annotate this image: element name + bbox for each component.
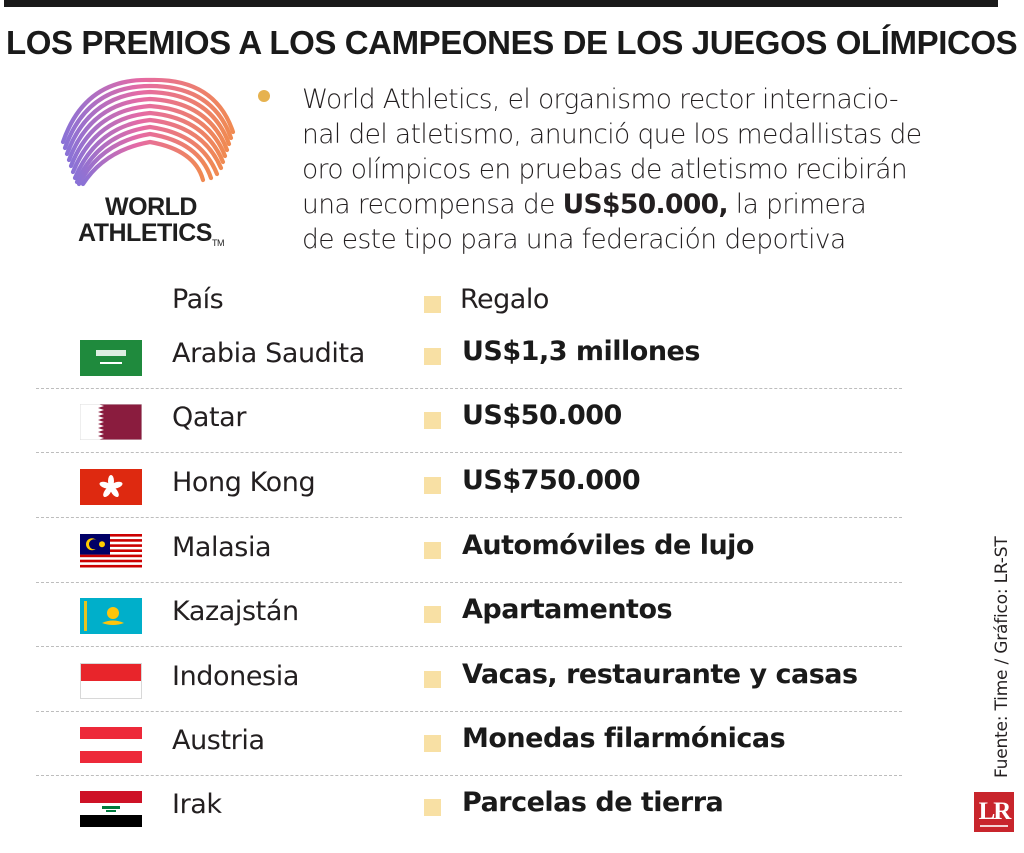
row-divider <box>36 517 902 518</box>
country-name: Hong Kong <box>172 467 316 498</box>
logo-word-athletics: ATHLETICSTM <box>78 219 225 248</box>
intro-line-2: nal del atletismo, anunció que los medal… <box>302 119 922 150</box>
gift-square-icon <box>424 412 441 429</box>
gift-value: US$1,3 millones <box>462 336 700 367</box>
lr-logo-badge: LR <box>974 792 1014 832</box>
iraq-flag-icon <box>80 791 142 827</box>
header-square-icon <box>424 296 441 313</box>
reward-amount: US$50.000, <box>562 189 729 220</box>
country-name: Kazajstán <box>172 596 299 627</box>
country-name: Malasia <box>172 532 272 563</box>
intro-line-4: una recompensa de US$50.000, la primera <box>302 189 867 220</box>
hong-kong-flag-icon <box>80 469 142 505</box>
bullet-dot-icon <box>258 90 270 102</box>
malaysia-flag-icon <box>80 534 142 570</box>
gift-square-icon <box>424 542 441 559</box>
gift-square-icon <box>424 671 441 688</box>
gift-value: Apartamentos <box>462 594 673 625</box>
table-row: Indonesia Vacas, restaurante y casas <box>0 649 1024 713</box>
gift-value: Parcelas de tierra <box>462 787 724 818</box>
intro-line-1: World Athletics, el organismo rector int… <box>302 84 899 115</box>
qatar-flag-icon <box>80 404 142 440</box>
gift-square-icon <box>424 606 441 623</box>
gift-value: Vacas, restaurante y casas <box>462 659 858 690</box>
page-title: LOS PREMIOS A LOS CAMPEONES DE LOS JUEGO… <box>6 24 1018 61</box>
kazakhstan-flag-icon <box>80 598 142 634</box>
gift-square-icon <box>424 477 441 494</box>
gift-value: Automóviles de lujo <box>462 530 754 561</box>
world-athletics-logo <box>60 77 236 187</box>
source-credit: Fuente: Time / Gráfico: LR-ST <box>992 536 1012 778</box>
table-row: Hong Kong US$750.000 <box>0 455 1024 519</box>
country-name: Indonesia <box>172 661 299 692</box>
table-row: Irak Parcelas de tierra <box>0 777 1024 841</box>
country-name: Irak <box>172 789 222 820</box>
saudi-arabia-flag-icon <box>80 340 142 376</box>
row-divider <box>36 711 902 712</box>
row-divider <box>36 388 902 389</box>
row-divider <box>36 775 902 776</box>
table-row: Qatar US$50.000 <box>0 390 1024 454</box>
table-row: Austria Monedas filarmónicas <box>0 713 1024 777</box>
table-row: Malasia Automóviles de lujo <box>0 520 1024 584</box>
row-divider <box>36 582 902 583</box>
gift-square-icon <box>424 348 441 365</box>
row-divider <box>36 646 902 647</box>
austria-flag-icon <box>80 727 142 763</box>
indonesia-flag-icon <box>80 663 142 699</box>
country-name: Austria <box>172 725 265 756</box>
gift-value: US$50.000 <box>462 400 622 431</box>
country-name: Qatar <box>172 402 247 433</box>
header-country: País <box>172 284 224 315</box>
intro-line-5: de este tipo para una federación deporti… <box>302 224 846 255</box>
country-name: Arabia Saudita <box>172 338 365 369</box>
gift-square-icon <box>424 735 441 752</box>
row-divider <box>36 452 902 453</box>
gift-square-icon <box>424 799 441 816</box>
top-rule <box>4 0 998 7</box>
gift-value: US$750.000 <box>462 465 641 496</box>
intro-text: World Athletics, el organismo rector int… <box>302 82 982 257</box>
gift-value: Monedas filarmónicas <box>462 723 786 754</box>
intro-line-3: oro olímpicos en pruebas de atletismo re… <box>302 154 908 185</box>
header-gift: Regalo <box>460 284 549 315</box>
trademark-mark: TM <box>211 238 225 248</box>
table-row: Arabia Saudita US$1,3 millones <box>0 326 1024 390</box>
logo-word-world: WORLD <box>105 193 197 221</box>
table-row: Kazajstán Apartamentos <box>0 584 1024 648</box>
